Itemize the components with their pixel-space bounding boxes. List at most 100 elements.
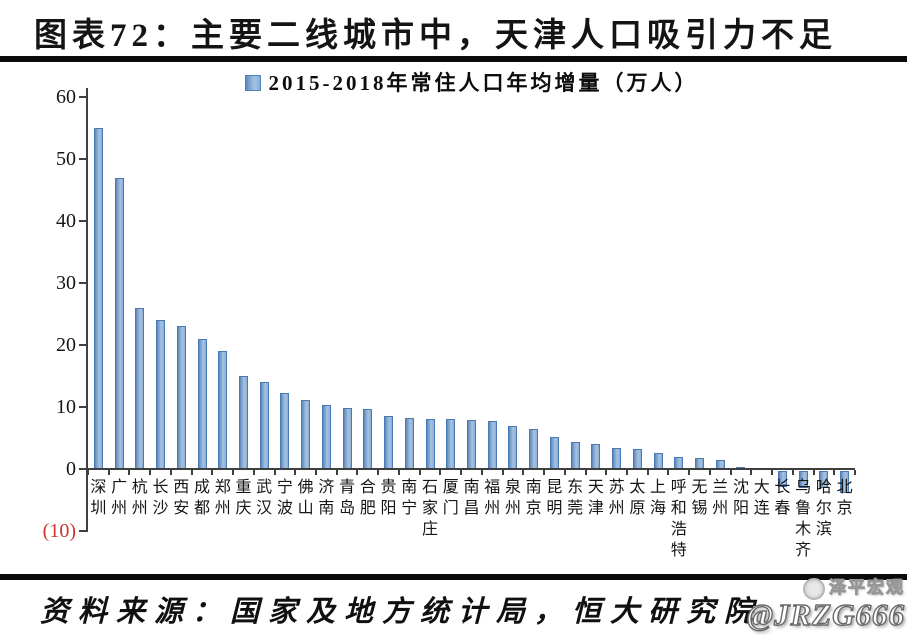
x-axis-tick (584, 470, 587, 475)
y-axis-label: 60 (56, 86, 76, 108)
bar (218, 351, 228, 469)
x-axis-tick (294, 470, 297, 475)
watermark-handle: @JRZG666 (747, 596, 905, 632)
x-axis-label: 武汉 (256, 479, 273, 517)
x-axis-label: 重庆 (235, 479, 252, 517)
watermark-brand-row: 泽平宏观 (675, 577, 905, 601)
bar (259, 382, 269, 469)
bar (404, 418, 414, 469)
bar (819, 471, 829, 488)
x-axis-label: 广州 (111, 479, 128, 517)
x-axis-tick (335, 470, 338, 475)
legend-label: 2015-2018年常住人口年均增量（万人） (268, 71, 699, 95)
y-axis-tick (79, 220, 86, 222)
x-axis-label: 沈阳 (732, 479, 749, 517)
x-axis-tick (273, 470, 276, 475)
x-axis-tick (667, 470, 670, 475)
bar (301, 399, 311, 469)
bar (840, 471, 850, 493)
bar (777, 471, 787, 488)
x-axis-label: 郑州 (214, 479, 231, 517)
y-axis-tick (79, 96, 86, 98)
bar (176, 326, 186, 469)
watermark-brand: 泽平宏观 (829, 578, 905, 598)
x-axis-label: 厦门 (442, 479, 459, 517)
x-axis-tick (169, 470, 172, 475)
x-axis-label: 杭州 (131, 479, 148, 517)
x-axis-line (86, 468, 855, 470)
y-axis-tick (79, 158, 86, 160)
bar (467, 420, 476, 469)
x-axis-label: 呼和浩特 (670, 479, 687, 559)
x-axis-label: 西安 (173, 479, 190, 517)
x-axis-tick (522, 470, 525, 475)
legend-swatch-icon (244, 75, 261, 91)
x-axis-label: 合肥 (359, 479, 376, 517)
bar (93, 128, 103, 469)
x-axis-tick (625, 470, 628, 475)
bar (487, 421, 497, 469)
x-axis-label: 贵阳 (380, 479, 397, 517)
x-axis-tick (646, 470, 649, 475)
x-axis-tick (771, 470, 774, 475)
x-axis-tick (190, 470, 193, 475)
bar (549, 436, 559, 469)
x-axis-label: 乌鲁木齐 (795, 479, 812, 559)
top-divider (0, 56, 907, 62)
x-axis-label: 青岛 (339, 479, 356, 517)
x-axis-tick (397, 470, 400, 475)
y-axis-tick (79, 468, 86, 470)
x-axis-tick (377, 470, 380, 475)
zeping-macro-logo-icon (803, 578, 825, 601)
x-axis-tick (688, 470, 691, 475)
x-axis-tick (460, 470, 463, 475)
bar (238, 376, 248, 469)
x-axis-tick (87, 470, 89, 475)
x-axis-label: 宁波 (276, 479, 293, 517)
x-axis-label: 无锡 (691, 479, 708, 517)
bar (321, 404, 331, 469)
x-axis-tick (854, 470, 856, 475)
x-axis-tick (480, 470, 483, 475)
bar (384, 415, 394, 469)
chart-title: 图表72：主要二线城市中，天津人口吸引力不足 (34, 18, 837, 54)
y-axis-tick (79, 344, 86, 346)
x-axis-label: 上海 (650, 479, 667, 517)
x-axis-tick (833, 470, 836, 475)
x-axis-tick (750, 470, 753, 475)
bar (632, 448, 642, 469)
y-axis-tick (79, 406, 86, 408)
x-axis-tick (605, 470, 608, 475)
bar (363, 408, 373, 469)
x-axis-tick (791, 470, 794, 475)
y-axis-label: 10 (56, 396, 76, 418)
x-axis-tick (252, 470, 255, 475)
x-axis-tick (729, 470, 732, 475)
x-axis-label: 天津 (587, 479, 604, 517)
x-axis-label: 长春 (774, 479, 791, 517)
x-axis-label: 石家庄 (422, 479, 439, 538)
bar (135, 307, 145, 469)
x-axis-label: 苏州 (608, 479, 625, 517)
x-axis-tick (211, 470, 214, 475)
x-axis-tick (128, 470, 131, 475)
x-axis-label: 昆明 (546, 479, 563, 517)
legend: 2015-2018年常住人口年均增量（万人） (88, 67, 855, 97)
y-axis-label: 0 (66, 458, 76, 480)
y-axis-label: 50 (56, 148, 76, 170)
x-axis-tick (232, 470, 235, 475)
bottom-divider (0, 574, 907, 580)
x-axis-label: 福州 (484, 479, 501, 517)
y-axis-label: 20 (56, 334, 76, 356)
bar (653, 452, 663, 469)
x-axis-tick (563, 470, 566, 475)
plot-area: 60 50 40 30 20 10 0 (10) 深圳广州杭州长沙西安成都郑州重庆武汉宁波佛山济… (43, 86, 856, 559)
x-axis-tick (149, 470, 152, 475)
bar (446, 419, 456, 469)
bar (425, 418, 435, 469)
x-axis-label: 哈尔滨 (815, 479, 832, 538)
y-axis-label: (10) (42, 520, 76, 542)
y-axis-label: 30 (56, 272, 76, 294)
bar (114, 177, 124, 469)
y-axis-tick (79, 282, 86, 284)
